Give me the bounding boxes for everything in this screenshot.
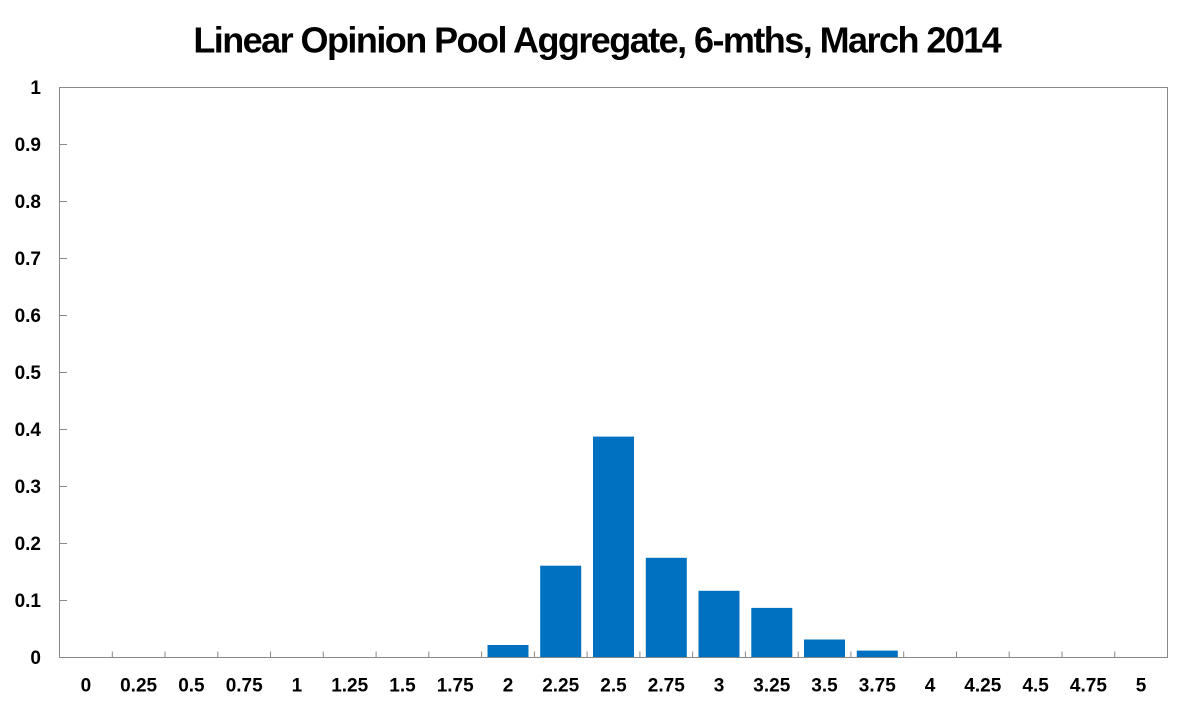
- svg-text:1.5: 1.5: [389, 675, 416, 696]
- svg-text:2.25: 2.25: [542, 675, 579, 696]
- svg-text:3.5: 3.5: [811, 675, 838, 696]
- svg-text:5: 5: [1136, 675, 1147, 696]
- svg-text:3.25: 3.25: [753, 675, 790, 696]
- svg-text:4.25: 4.25: [964, 675, 1001, 696]
- svg-text:3: 3: [714, 675, 725, 696]
- svg-text:2: 2: [503, 675, 514, 696]
- svg-text:4: 4: [925, 675, 936, 696]
- svg-text:0.6: 0.6: [15, 306, 41, 327]
- svg-text:0.5: 0.5: [178, 675, 205, 696]
- svg-text:2.75: 2.75: [648, 675, 685, 696]
- svg-text:0.75: 0.75: [226, 675, 263, 696]
- svg-text:1.75: 1.75: [437, 675, 474, 696]
- svg-text:Linear Opinion Pool Aggregate,: Linear Opinion Pool Aggregate, 6-mths, M…: [193, 19, 1001, 60]
- svg-text:1: 1: [292, 675, 303, 696]
- svg-text:2.5: 2.5: [600, 675, 627, 696]
- svg-text:0: 0: [30, 648, 41, 669]
- svg-text:0.3: 0.3: [15, 477, 41, 498]
- svg-text:0.25: 0.25: [120, 675, 157, 696]
- svg-text:0: 0: [81, 675, 92, 696]
- svg-text:3.75: 3.75: [859, 675, 896, 696]
- svg-text:1.25: 1.25: [331, 675, 368, 696]
- svg-text:4.75: 4.75: [1070, 675, 1107, 696]
- svg-text:0.4: 0.4: [15, 420, 42, 441]
- svg-text:4.5: 4.5: [1022, 675, 1049, 696]
- svg-text:0.8: 0.8: [15, 192, 41, 213]
- svg-text:1: 1: [30, 78, 41, 99]
- svg-text:0.5: 0.5: [15, 363, 42, 384]
- svg-text:0.7: 0.7: [15, 249, 41, 270]
- svg-text:0.9: 0.9: [15, 135, 41, 156]
- svg-text:0.1: 0.1: [15, 591, 42, 612]
- svg-text:0.2: 0.2: [15, 534, 41, 555]
